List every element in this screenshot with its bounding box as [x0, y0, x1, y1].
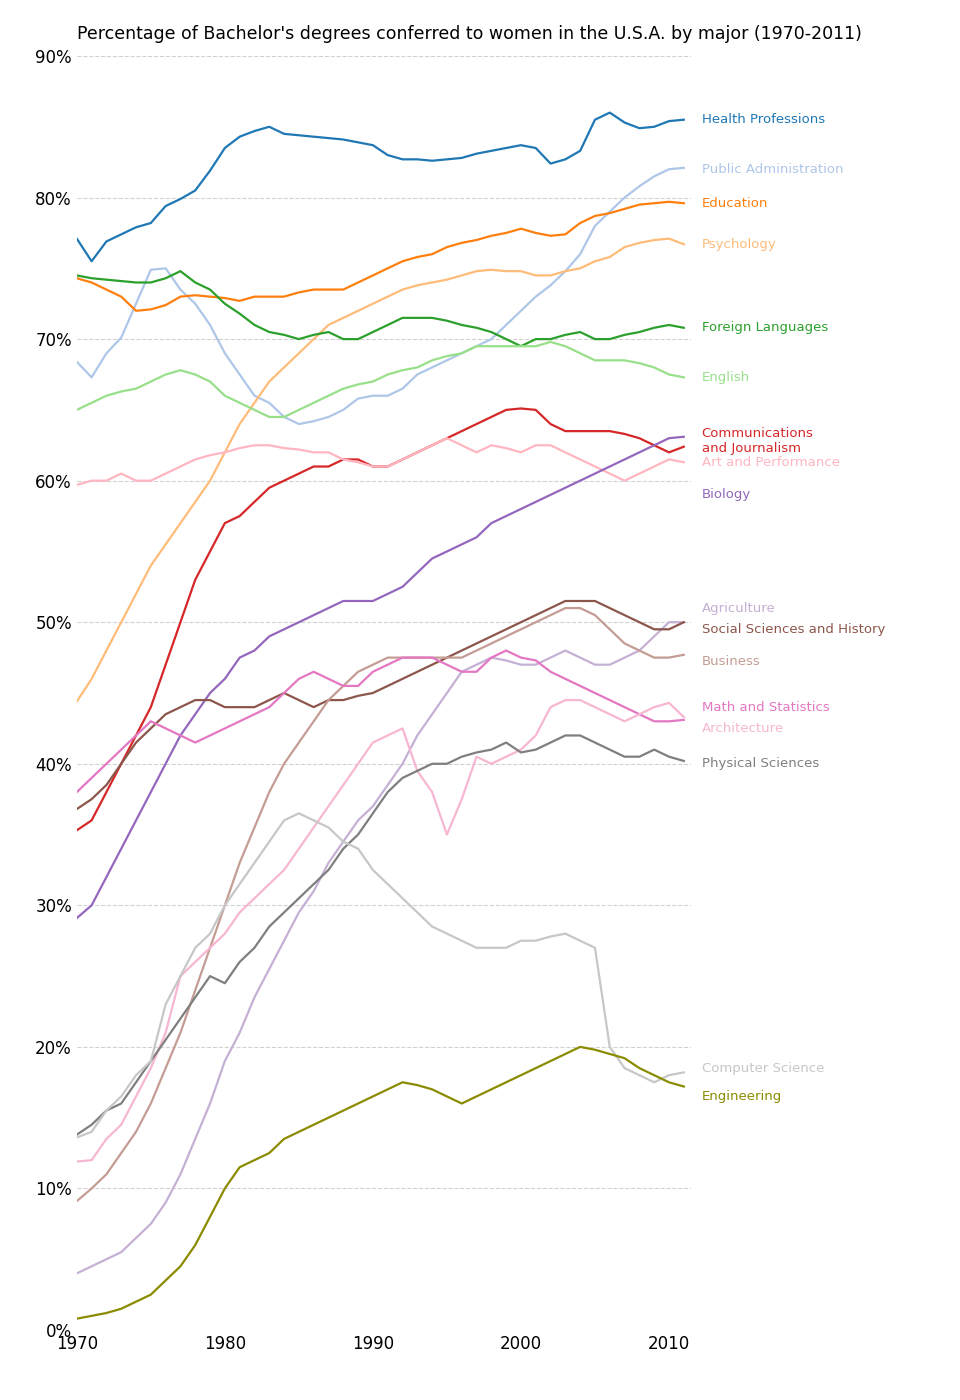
Text: Public Administration: Public Administration	[702, 162, 843, 176]
Text: English: English	[702, 371, 750, 384]
Text: Foreign Languages: Foreign Languages	[702, 321, 828, 335]
Text: Psychology: Psychology	[702, 238, 777, 251]
Text: Health Professions: Health Professions	[702, 113, 825, 126]
Text: Physical Sciences: Physical Sciences	[702, 757, 819, 770]
Text: Math and Statistics: Math and Statistics	[702, 700, 829, 714]
Text: Art and Performance: Art and Performance	[702, 456, 840, 469]
Text: Percentage of Bachelor's degrees conferred to women in the U.S.A. by major (1970: Percentage of Bachelor's degrees conferr…	[77, 25, 862, 43]
Text: Education: Education	[702, 197, 768, 210]
Text: Social Sciences and History: Social Sciences and History	[702, 623, 885, 636]
Text: Biology: Biology	[702, 489, 751, 501]
Text: Engineering: Engineering	[702, 1091, 781, 1103]
Text: Architecture: Architecture	[702, 722, 783, 735]
Text: Communications
and Journalism: Communications and Journalism	[702, 427, 813, 455]
Text: Computer Science: Computer Science	[702, 1061, 824, 1075]
Text: Business: Business	[702, 655, 760, 668]
Text: Agriculture: Agriculture	[702, 602, 776, 615]
